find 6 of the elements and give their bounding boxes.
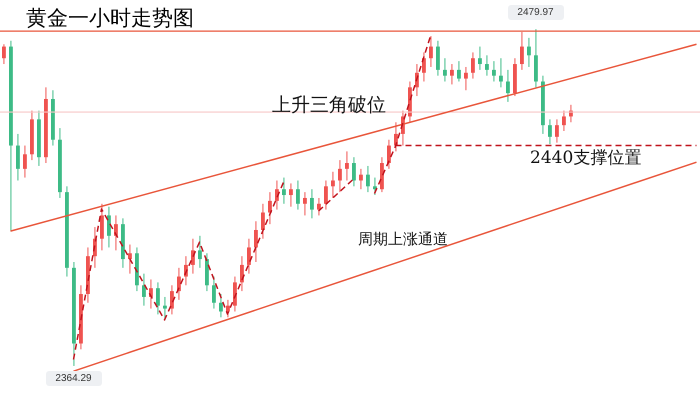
- annotation: 2364.29: [46, 370, 102, 386]
- annotation: 2440支撑位置: [530, 147, 642, 169]
- annotation: 2479.97: [508, 5, 564, 20]
- chart-title: 黄金一小时走势图: [26, 5, 194, 32]
- annotation: 周期上涨通道: [358, 230, 448, 249]
- annotation: 上升三角破位: [272, 93, 386, 118]
